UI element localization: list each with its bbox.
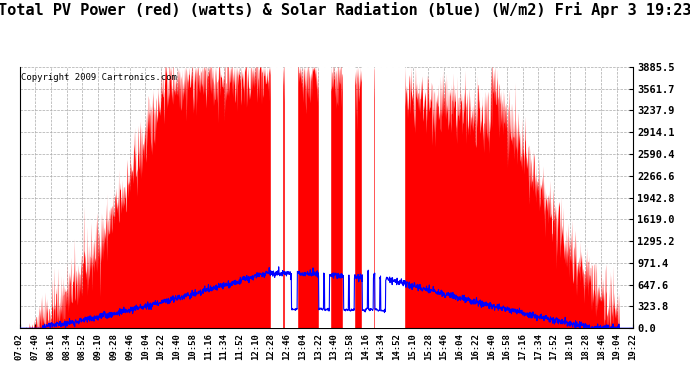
Text: Copyright 2009 Cartronics.com: Copyright 2009 Cartronics.com <box>21 74 177 82</box>
Bar <box>393 67 398 328</box>
Bar <box>319 67 324 328</box>
Text: Total PV Power (red) (watts) & Solar Radiation (blue) (W/m2) Fri Apr 3 19:23: Total PV Power (red) (watts) & Solar Rad… <box>0 2 690 18</box>
Bar <box>362 67 367 328</box>
Bar <box>399 67 404 328</box>
Bar <box>285 67 290 328</box>
Bar <box>368 67 373 328</box>
Bar <box>381 67 386 328</box>
Bar <box>349 67 355 328</box>
Bar <box>271 67 277 328</box>
Bar <box>291 67 297 328</box>
Bar <box>344 67 348 328</box>
Bar <box>277 67 282 328</box>
Bar <box>387 67 392 328</box>
Bar <box>324 67 330 328</box>
Bar <box>375 67 380 328</box>
